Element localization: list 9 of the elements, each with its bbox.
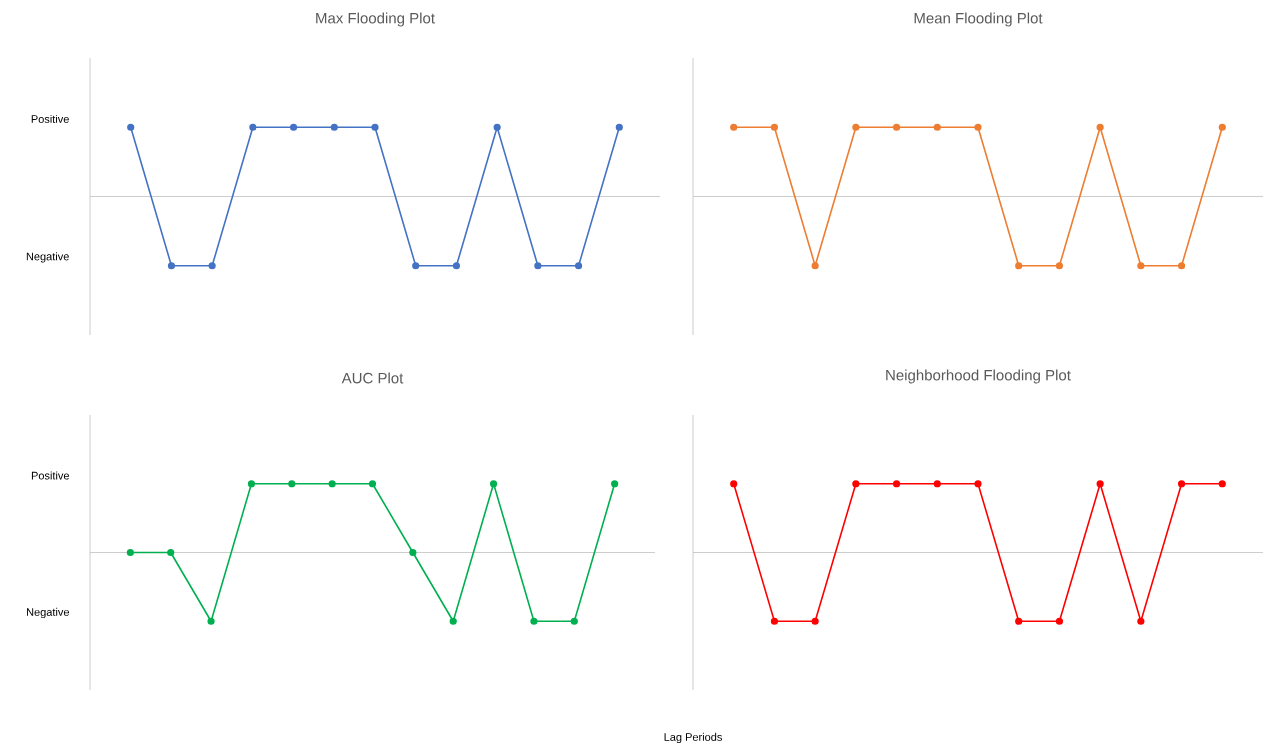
- text: Positive: [31, 471, 70, 480]
- chart-title: Neighborhood Flooding Plot: [886, 369, 1071, 384]
- chart-title: Max Flooding Plot: [316, 12, 435, 27]
- text: Negative: [26, 252, 69, 263]
- chart-title: Mean Flooding Plot: [914, 12, 1043, 27]
- text: Positive: [31, 114, 69, 123]
- text: Negative: [27, 607, 70, 619]
- chart-title: AUC Plot: [341, 372, 404, 384]
- x-axis-title: Lag Periods: [664, 732, 722, 744]
